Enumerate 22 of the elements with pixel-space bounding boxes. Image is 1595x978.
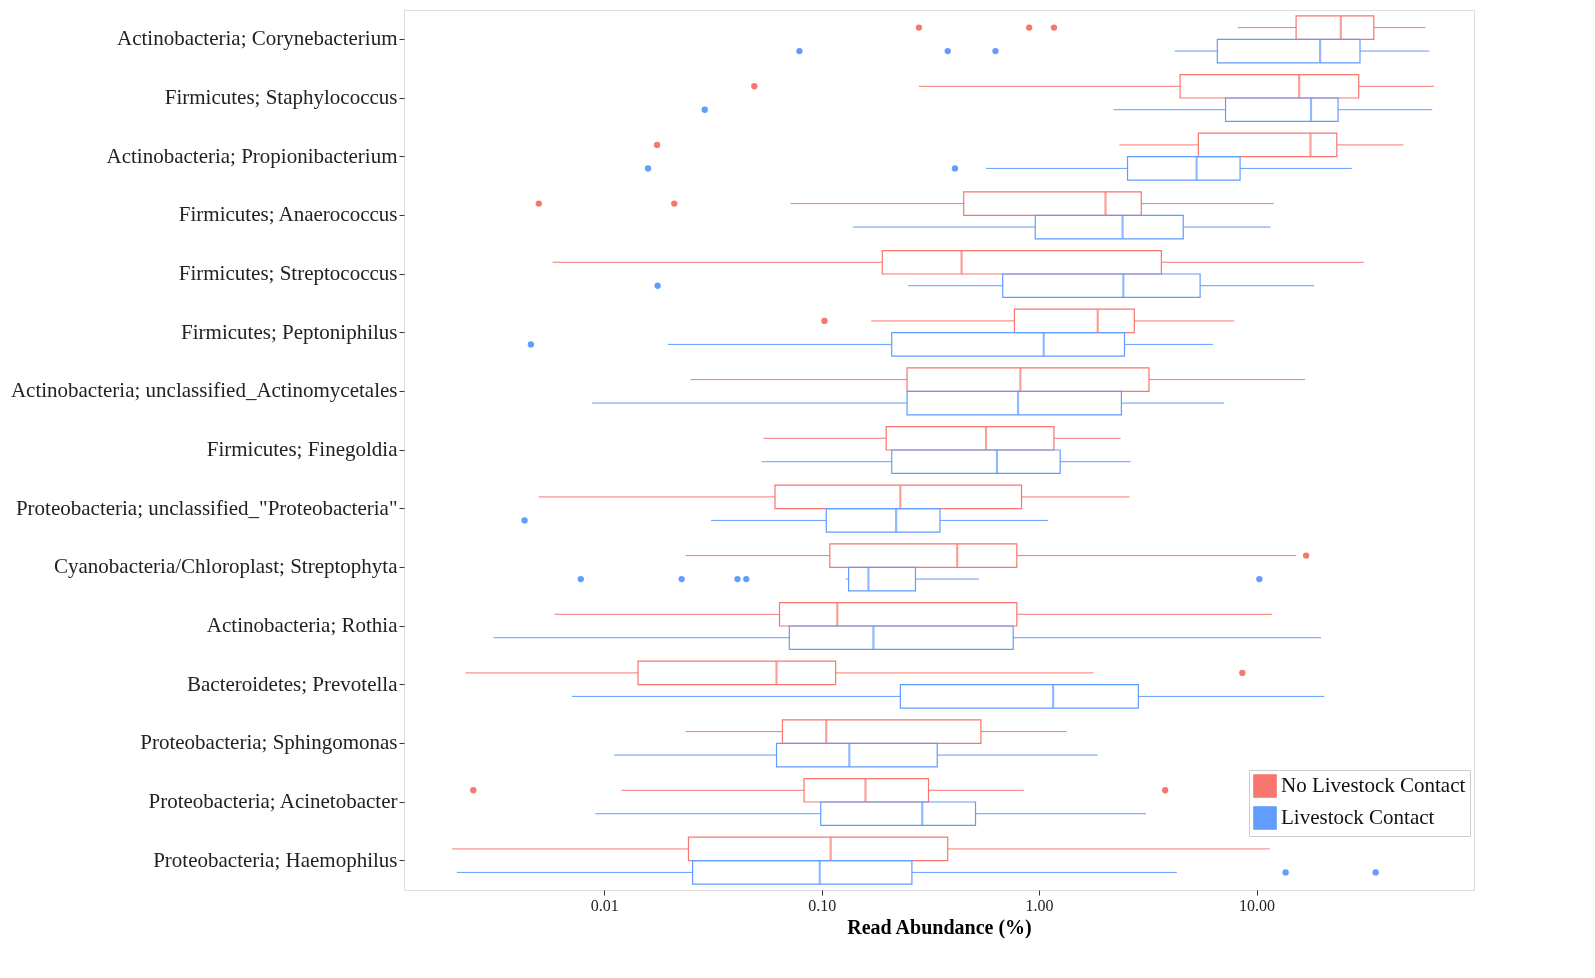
y-tick-label: Firmicutes; Anaerococcus — [178, 202, 398, 227]
x-tick-label: 1.00 — [1025, 896, 1054, 914]
y-tick-label: Actinobacteria; unclassified_Actinomycetales — [10, 378, 398, 403]
y-tick-label: Firmicutes; Peptoniphilus — [181, 319, 398, 344]
y-tick-label: Bacteroidetes; Prevotella — [186, 671, 399, 696]
legend-label: Livestock Contact — [1281, 805, 1435, 829]
legend-label: No Livestock Contact — [1281, 773, 1466, 797]
x-axis-title: Read Abundance (%) — [847, 915, 1032, 939]
y-tick-label: Actinobacteria; Corynebacterium — [117, 26, 398, 51]
y-tick-label: Firmicutes; Finegoldia — [206, 437, 399, 461]
x-tick-label: 0.01 — [590, 896, 619, 914]
y-tick-label: Proteobacteria; Haemophilus — [153, 847, 398, 872]
y-tick-label: Proteobacteria; Acinetobacter — [148, 789, 398, 813]
y-tick-label: Firmicutes; Streptococcus — [178, 261, 398, 285]
y-tick-label: Cyanobacteria/Chloroplast; Streptophyta — [53, 554, 399, 579]
y-tick-label: Proteobacteria; unclassified_"Proteobacteria" — [15, 495, 398, 520]
y-tick-label: Actinobacteria; Propionibacterium — [106, 143, 398, 168]
y-tick-label: Proteobacteria; Sphingomonas — [140, 730, 398, 755]
y-tick-label: Firmicutes; Staphylococcus — [164, 85, 398, 109]
x-tick-label: 0.10 — [808, 896, 837, 914]
x-tick-label: 10.00 — [1239, 896, 1276, 914]
y-tick-label: Actinobacteria; Rothia — [206, 613, 399, 637]
